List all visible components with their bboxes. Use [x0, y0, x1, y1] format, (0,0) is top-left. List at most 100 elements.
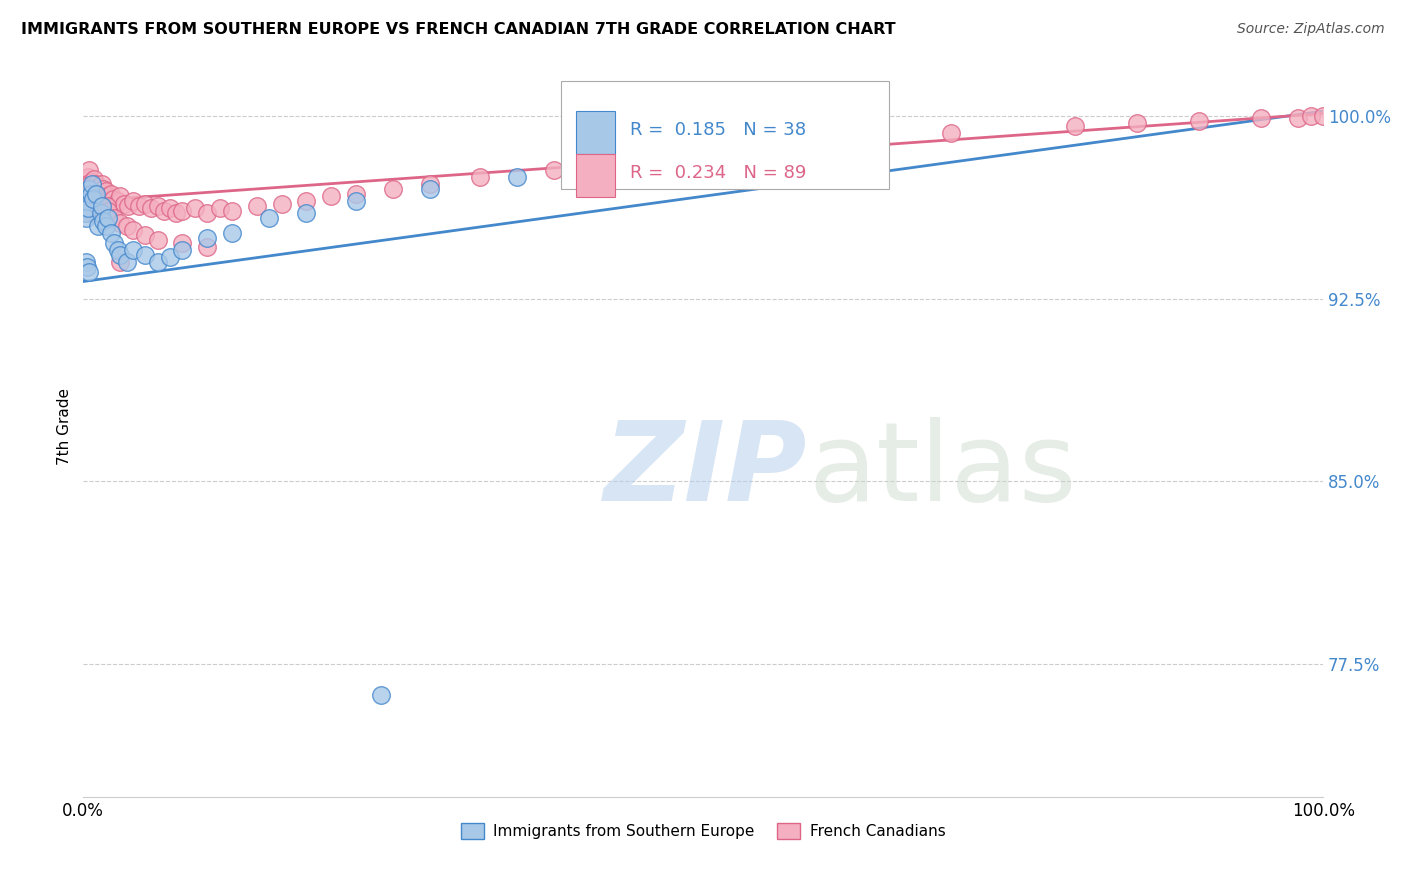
Point: [246, 199, 269, 213]
Point: [100, 226, 122, 240]
Point: [815, 133, 838, 147]
Point: [80, 175, 103, 189]
Point: [84, 206, 107, 220]
Point: [80, 186, 103, 201]
Point: [107, 194, 129, 209]
Point: [153, 203, 176, 218]
Point: [89, 206, 111, 220]
Point: [84, 177, 107, 191]
Point: [259, 211, 281, 226]
Point: [134, 196, 156, 211]
Point: [103, 211, 125, 226]
Point: [77, 202, 100, 216]
Point: [100, 186, 122, 201]
Point: [128, 199, 150, 213]
Legend: Immigrants from Southern Europe, French Canadians: Immigrants from Southern Europe, French …: [456, 817, 952, 846]
Point: [1064, 119, 1087, 133]
Point: [77, 169, 100, 184]
Point: [1312, 109, 1334, 123]
Point: [1250, 112, 1272, 126]
Point: [543, 162, 565, 177]
FancyBboxPatch shape: [561, 81, 889, 189]
Point: [321, 189, 343, 203]
Point: [94, 219, 117, 233]
Point: [75, 255, 97, 269]
Point: [79, 162, 101, 177]
Point: [80, 206, 103, 220]
Point: [146, 233, 169, 247]
Point: [80, 179, 103, 194]
Point: [270, 196, 292, 211]
Text: R =  0.185   N = 38: R = 0.185 N = 38: [630, 120, 806, 138]
Point: [146, 199, 169, 213]
Point: [122, 223, 145, 237]
Point: [87, 203, 110, 218]
Point: [195, 240, 218, 254]
Point: [76, 194, 98, 209]
Point: [419, 182, 441, 196]
Point: [172, 235, 194, 250]
Point: [97, 203, 120, 218]
Point: [107, 243, 129, 257]
Point: [82, 199, 104, 213]
Point: [90, 199, 112, 213]
Point: [754, 138, 776, 153]
Point: [79, 265, 101, 279]
Point: [115, 255, 138, 269]
Point: [79, 196, 101, 211]
Point: [97, 189, 120, 203]
Point: [91, 182, 114, 196]
Point: [146, 255, 169, 269]
Point: [172, 203, 194, 218]
Point: [184, 202, 207, 216]
Point: [295, 194, 318, 209]
Point: [122, 243, 145, 257]
Point: [86, 202, 108, 216]
Point: [110, 216, 132, 230]
Point: [90, 199, 112, 213]
Point: [195, 206, 218, 220]
Point: [1126, 116, 1149, 130]
Text: atlas: atlas: [808, 417, 1077, 524]
Point: [79, 182, 101, 196]
Point: [82, 185, 104, 199]
Point: [134, 228, 156, 243]
Point: [84, 186, 107, 201]
Text: IMMIGRANTS FROM SOUTHERN EUROPE VS FRENCH CANADIAN 7TH GRADE CORRELATION CHART: IMMIGRANTS FROM SOUTHERN EUROPE VS FRENC…: [21, 22, 896, 37]
Point: [221, 226, 243, 240]
Point: [101, 192, 124, 206]
Point: [1286, 112, 1309, 126]
Point: [86, 186, 108, 201]
Point: [344, 186, 367, 201]
Point: [117, 199, 139, 213]
Point: [76, 260, 98, 274]
Point: [941, 126, 963, 140]
Point: [110, 255, 132, 269]
Point: [87, 179, 110, 194]
Point: [90, 206, 112, 220]
Point: [90, 192, 112, 206]
Text: Source: ZipAtlas.com: Source: ZipAtlas.com: [1237, 22, 1385, 37]
Point: [195, 230, 218, 244]
Point: [141, 202, 163, 216]
Point: [165, 206, 187, 220]
Point: [110, 248, 132, 262]
Point: [77, 203, 100, 218]
Point: [73, 182, 96, 196]
Point: [382, 182, 405, 196]
Point: [103, 235, 125, 250]
Point: [754, 113, 776, 128]
Point: [112, 196, 135, 211]
Point: [76, 177, 98, 191]
Point: [159, 202, 181, 216]
Point: [115, 219, 138, 233]
Point: [295, 206, 318, 220]
Point: [80, 202, 103, 216]
Point: [208, 202, 231, 216]
Point: [80, 177, 103, 191]
Point: [87, 219, 110, 233]
Point: [1188, 113, 1211, 128]
Point: [419, 177, 441, 191]
FancyBboxPatch shape: [575, 112, 616, 154]
Point: [630, 145, 652, 160]
